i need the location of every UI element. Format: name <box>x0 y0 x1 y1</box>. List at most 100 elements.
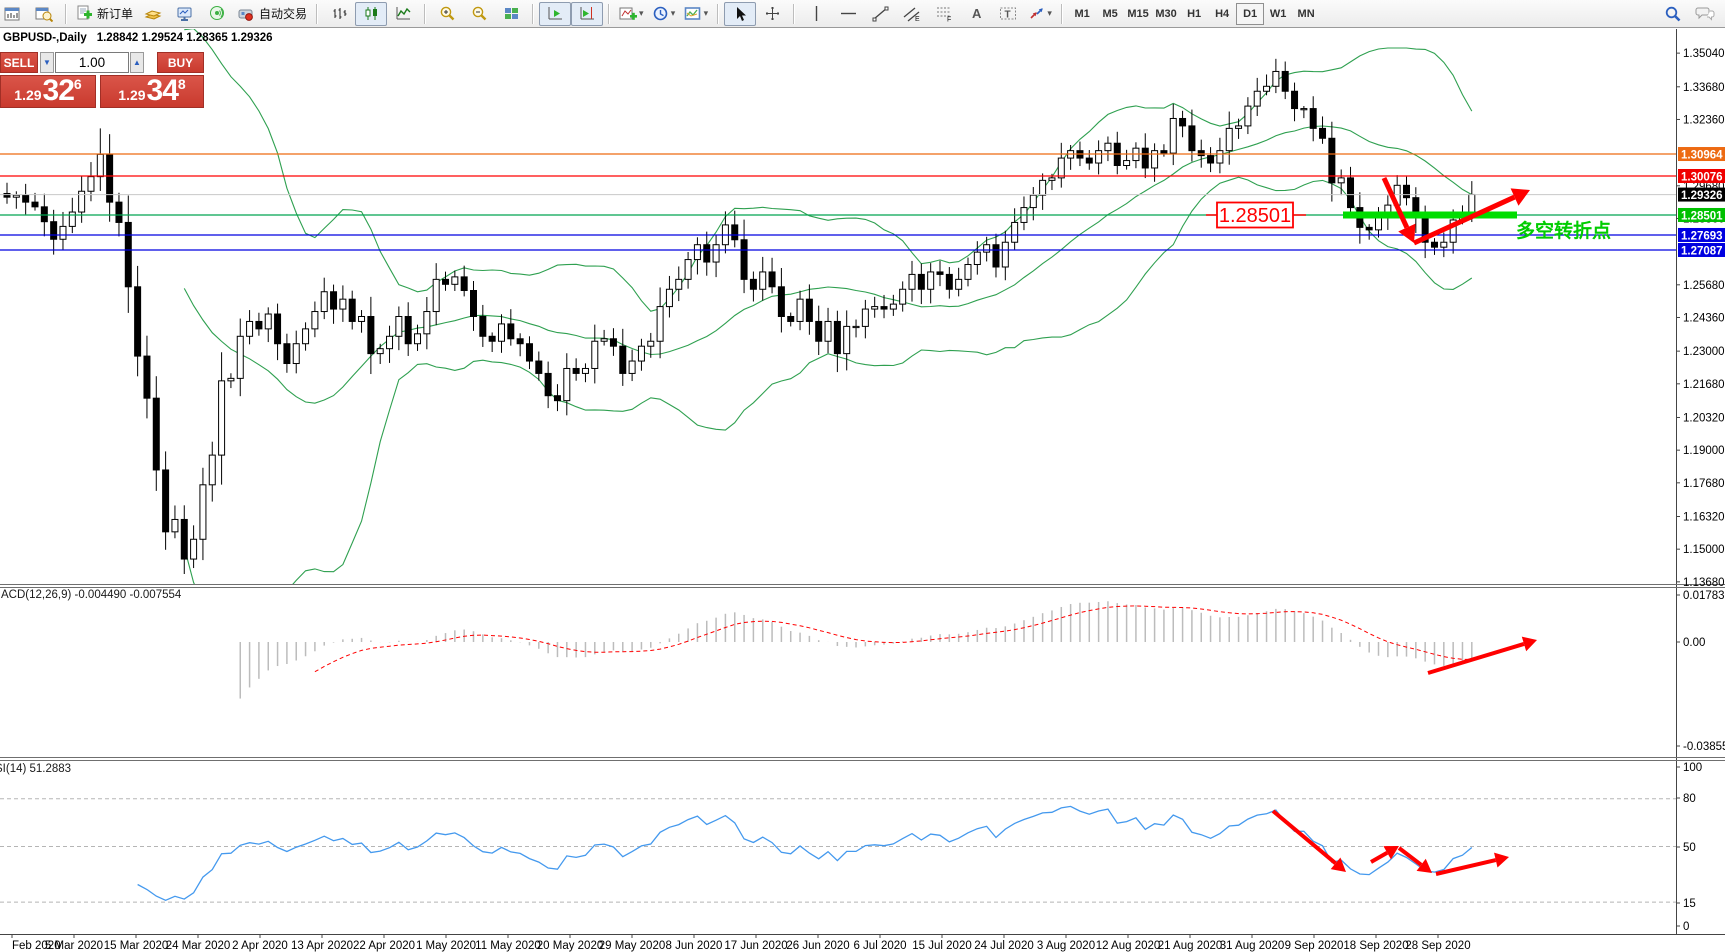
text-icon[interactable]: A <box>960 2 992 26</box>
buy-button[interactable]: BUY <box>157 52 204 73</box>
fibonacci-icon[interactable]: F <box>928 2 960 26</box>
volume-decrease-button[interactable]: ▼ <box>40 52 54 73</box>
turning-point-label[interactable]: 多空转折点 <box>1516 219 1611 242</box>
channel-icon[interactable]: E <box>896 2 928 26</box>
timeframe-h1[interactable]: H1 <box>1187 7 1202 20</box>
price-badge <box>1678 242 1725 257</box>
toolbar-separator <box>608 3 611 24</box>
template-icon[interactable]: ▾ <box>680 2 713 26</box>
time-axis-label: 2 Apr 2020 <box>232 940 288 952</box>
text-label-icon[interactable]: T <box>992 2 1024 26</box>
buy-price-button[interactable]: 1.29 34 8 <box>100 75 204 108</box>
trend-arrow-rsi[interactable] <box>1370 851 1389 864</box>
price-tick-label: 1.15000 <box>1683 544 1725 556</box>
price-badge <box>1678 169 1725 183</box>
autotrading-button[interactable]: 自动交易 <box>233 2 311 26</box>
sell-price-button[interactable]: 1.29 32 6 <box>0 75 96 108</box>
chart-profile-icon[interactable] <box>28 2 60 26</box>
chevron-down-icon[interactable]: ▾ <box>703 8 709 18</box>
line-chart-icon[interactable] <box>387 2 419 26</box>
timeframe-m5[interactable]: M5 <box>1102 7 1118 20</box>
sell-button[interactable]: SELL <box>0 52 38 73</box>
price-flag-box[interactable] <box>1216 201 1294 229</box>
bollinger-middle-band <box>183 125 1473 404</box>
volume-input[interactable] <box>55 52 129 73</box>
timeframe-d1[interactable]: D1 <box>1236 2 1265 25</box>
timeframe-mn[interactable]: MN <box>1297 7 1315 20</box>
chevron-down-icon[interactable]: ▾ <box>670 8 676 18</box>
time-axis-label: 26 Jun 2020 <box>786 940 849 952</box>
timeframe-m15[interactable]: M15 <box>1127 7 1149 20</box>
monitor-chart-icon[interactable] <box>169 2 201 26</box>
volume-increase-button[interactable]: ▲ <box>130 52 144 73</box>
rsi-line <box>137 805 1473 902</box>
timeframe-m30[interactable]: M30 <box>1155 7 1177 20</box>
price-flag-label: 1.28501 <box>1219 205 1291 227</box>
chevron-down-icon[interactable]: ▾ <box>1047 8 1052 18</box>
svg-text:A: A <box>972 6 982 21</box>
price-tick-label: 1.25680 <box>1683 280 1725 292</box>
time-axis-label: 17 Jun 2020 <box>724 940 787 952</box>
trend-arrow-rsi[interactable] <box>1271 809 1337 865</box>
metaeditor-icon[interactable] <box>137 2 169 26</box>
autotrading-label: 自动交易 <box>259 7 308 21</box>
one-click-trading-panel: SELL ▼ ▲ BUY 1.29 32 6 1.29 34 8 <box>0 52 204 108</box>
cursor-icon[interactable] <box>724 1 757 26</box>
vertical-line-icon[interactable] <box>800 2 832 26</box>
arrows-icon[interactable]: ▾ <box>1024 2 1056 26</box>
timeframe-w1[interactable]: W1 <box>1269 7 1287 20</box>
bollinger-lower-band <box>183 176 1473 584</box>
auto-scroll-icon[interactable] <box>539 1 572 26</box>
trend-arrow-main[interactable] <box>1412 194 1516 246</box>
timeframe-h4[interactable]: H4 <box>1215 7 1230 20</box>
trend-arrow-macd[interactable] <box>1427 642 1525 675</box>
time-axis-label: 15 Mar 2020 <box>104 940 169 952</box>
trend-arrow-main[interactable] <box>1381 176 1410 229</box>
candlestick-icon[interactable] <box>355 1 388 26</box>
timeframe-m1[interactable]: M1 <box>1074 7 1090 20</box>
candlestick-series <box>3 58 1476 575</box>
search-icon[interactable] <box>1657 2 1689 26</box>
time-axis-label: 15 Jul 2020 <box>912 940 971 952</box>
trend-arrow-rsi-head <box>1383 846 1399 860</box>
trend-arrow-rsi-head <box>1416 858 1432 873</box>
indicators-icon[interactable]: ▾ <box>615 2 648 26</box>
rsi-scale-label: 80 <box>1683 793 1696 805</box>
trendline-icon[interactable] <box>864 2 896 26</box>
svg-text:T: T <box>1005 10 1011 21</box>
chevron-down-icon[interactable]: ▾ <box>639 8 644 18</box>
trend-arrow-rsi[interactable] <box>1397 846 1423 867</box>
macd-scale-label: 0.00 <box>1683 637 1705 649</box>
price-badge-label: 1.27693 <box>1681 230 1723 242</box>
time-axis-label: 22 Apr 2020 <box>353 940 415 952</box>
crosshair-icon[interactable] <box>756 2 788 26</box>
periods-icon[interactable]: ▾ <box>648 2 680 26</box>
rsi-scale-label: 0 <box>1683 921 1689 933</box>
toolbar-separator <box>65 3 67 24</box>
price-tick-label: 1.19000 <box>1683 445 1725 457</box>
zoom-out-icon[interactable] <box>463 2 495 26</box>
time-axis-label: 20 May 2020 <box>537 940 604 952</box>
toolbar-separator <box>793 3 796 24</box>
price-badge-label: 1.30076 <box>1681 172 1723 184</box>
new-order-button[interactable]: 新订单 <box>72 2 137 26</box>
chart-shift-icon[interactable] <box>571 1 604 26</box>
time-axis-label: 28 Sep 2020 <box>1405 940 1470 952</box>
zoom-in-icon[interactable] <box>431 2 463 26</box>
toolbar-separator <box>717 3 720 24</box>
toolbar-separator <box>1061 3 1064 24</box>
new-chart-icon[interactable] <box>0 2 28 26</box>
chat-icon[interactable] <box>1689 2 1721 26</box>
ohlc-values: 1.28842 1.29524 1.28365 1.29326 <box>96 32 273 44</box>
tile-windows-icon[interactable] <box>495 2 527 26</box>
buy-price-pips: 34 <box>146 74 179 107</box>
trend-arrow-rsi[interactable] <box>1435 858 1497 876</box>
sell-price-base: 1.29 <box>14 87 42 103</box>
horizontal-line-icon[interactable] <box>832 2 864 26</box>
toolbar-separator <box>424 3 427 24</box>
signal-icon[interactable] <box>201 2 233 26</box>
bar-chart-icon[interactable] <box>323 2 355 26</box>
time-axis-label: 31 Aug 2020 <box>1220 940 1285 952</box>
